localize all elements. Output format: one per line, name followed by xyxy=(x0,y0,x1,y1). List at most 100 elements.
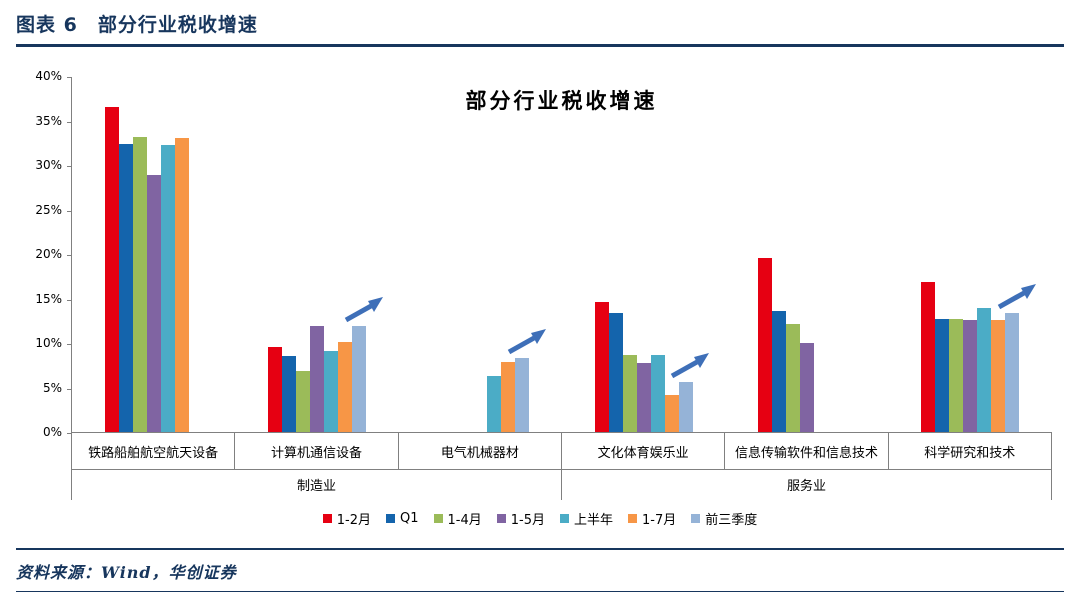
bar xyxy=(650,355,665,432)
source-note: 资料来源：Wind，华创证券 xyxy=(16,563,237,582)
bar-group xyxy=(235,77,398,432)
legend-swatch-icon xyxy=(627,514,637,523)
category-group-label: 制造业 xyxy=(71,470,562,500)
bar xyxy=(991,319,1006,432)
category-group-label: 服务业 xyxy=(562,470,1052,500)
bar xyxy=(267,347,282,432)
bar xyxy=(146,174,161,432)
legend-swatch-icon xyxy=(559,514,569,523)
category-label: 文化体育娱乐业 xyxy=(562,433,726,469)
legend-item: Q1 xyxy=(385,511,419,526)
legend-label: 1-5月 xyxy=(510,513,545,528)
bar xyxy=(515,358,530,432)
y-axis-label: 0% xyxy=(42,425,62,439)
bar xyxy=(785,324,800,432)
legend-item: 上半年 xyxy=(559,509,613,528)
legend-swatch-icon xyxy=(433,514,443,523)
bar xyxy=(160,145,175,432)
bar xyxy=(487,375,502,432)
category-label: 计算机通信设备 xyxy=(235,433,399,469)
legend-label: 上半年 xyxy=(573,513,613,528)
y-axis-tick xyxy=(67,344,71,345)
bar xyxy=(337,342,352,432)
legend-item: 前三季度 xyxy=(691,509,757,528)
bar xyxy=(963,319,978,432)
bar-group xyxy=(562,77,725,432)
bar-group xyxy=(72,77,235,432)
legend-label: 1-2月 xyxy=(336,513,371,528)
legend-label: 1-4月 xyxy=(447,513,482,528)
bar xyxy=(771,310,786,432)
bar xyxy=(977,308,992,432)
bar xyxy=(281,356,296,432)
legend-swatch-icon xyxy=(385,514,395,523)
trend-arrow-icon xyxy=(343,295,385,323)
plot-area xyxy=(71,77,1052,433)
y-axis-tick xyxy=(67,210,71,212)
bar xyxy=(351,326,366,432)
y-axis-label: 25% xyxy=(35,202,62,217)
legend-item: 1-5月 xyxy=(496,509,545,528)
bar-group xyxy=(399,77,562,432)
bar xyxy=(104,107,119,432)
legend-swatch-icon xyxy=(322,514,332,523)
bar-group xyxy=(889,77,1052,432)
y-axis-label: 15% xyxy=(35,291,62,306)
y-axis-label: 40% xyxy=(35,69,62,83)
bar xyxy=(935,318,950,432)
trend-arrow-icon xyxy=(669,351,711,379)
bar xyxy=(118,143,133,432)
plot-region: 部分行业税收增速 0% 5% 10% 15% 20% 25% 30% 35% 40% xyxy=(16,69,1064,439)
legend: 1-2月 Q1 1-4月 1-5月 上半年 1-7月 前三季度 xyxy=(16,509,1064,528)
bar xyxy=(757,258,772,432)
bar xyxy=(501,361,516,432)
legend-swatch-icon xyxy=(496,514,506,523)
y-axis-tick xyxy=(67,299,71,301)
legend-label: 前三季度 xyxy=(705,513,758,528)
chart-title: 部分行业税收增速 xyxy=(465,89,658,113)
legend-swatch-icon xyxy=(691,514,701,523)
bar xyxy=(664,394,679,432)
y-axis-label: 35% xyxy=(35,113,62,128)
bar xyxy=(921,281,936,432)
chart: 部分行业税收增速 0% 5% 10% 15% 20% 25% 30% 35% 40% 铁路船舶航… xyxy=(16,69,1064,528)
divider xyxy=(16,548,1064,550)
y-axis-label: 5% xyxy=(42,380,62,395)
legend-item: 1-2月 xyxy=(322,509,371,528)
legend-label: 1-7月 xyxy=(641,513,677,528)
bar xyxy=(594,302,609,432)
y-axis-label: 30% xyxy=(35,158,62,172)
bar xyxy=(799,343,814,432)
y-axis-tick xyxy=(67,255,71,256)
trend-arrow-icon xyxy=(506,327,548,355)
legend-item: 1-7月 xyxy=(627,509,677,528)
trend-arrow-icon xyxy=(996,282,1038,310)
bar-group xyxy=(725,77,888,432)
bar xyxy=(678,382,693,432)
bar xyxy=(295,370,310,432)
bar xyxy=(132,136,147,432)
y-axis-tick xyxy=(67,388,71,390)
bar xyxy=(622,354,637,432)
y-axis-tick xyxy=(67,166,71,167)
bar xyxy=(309,326,324,432)
bar xyxy=(636,362,651,432)
y-axis-tick xyxy=(67,77,71,78)
category-label: 信息传输软件和信息技术 xyxy=(725,433,889,469)
category-group-axis: 制造业 服务业 xyxy=(71,470,1052,500)
legend-label: Q1 xyxy=(399,511,419,526)
bar xyxy=(323,351,338,432)
bar xyxy=(949,318,964,432)
figure-caption: 图表 6 部分行业税收增速 xyxy=(16,10,1064,47)
category-label: 科学研究和技术 xyxy=(889,433,1052,469)
bar xyxy=(1005,312,1020,432)
legend-item: 1-4月 xyxy=(433,509,482,528)
y-axis-tick xyxy=(67,433,71,434)
category-axis: 铁路船舶航空航天设备 计算机通信设备 电气机械器材 文化体育娱乐业 信息传输软件和信息技… xyxy=(71,433,1052,470)
y-axis-label: 10% xyxy=(35,336,62,350)
y-axis-label: 20% xyxy=(35,247,62,261)
category-label: 铁路船舶航空航天设备 xyxy=(71,433,236,469)
bar xyxy=(174,138,189,432)
bar xyxy=(608,312,623,432)
